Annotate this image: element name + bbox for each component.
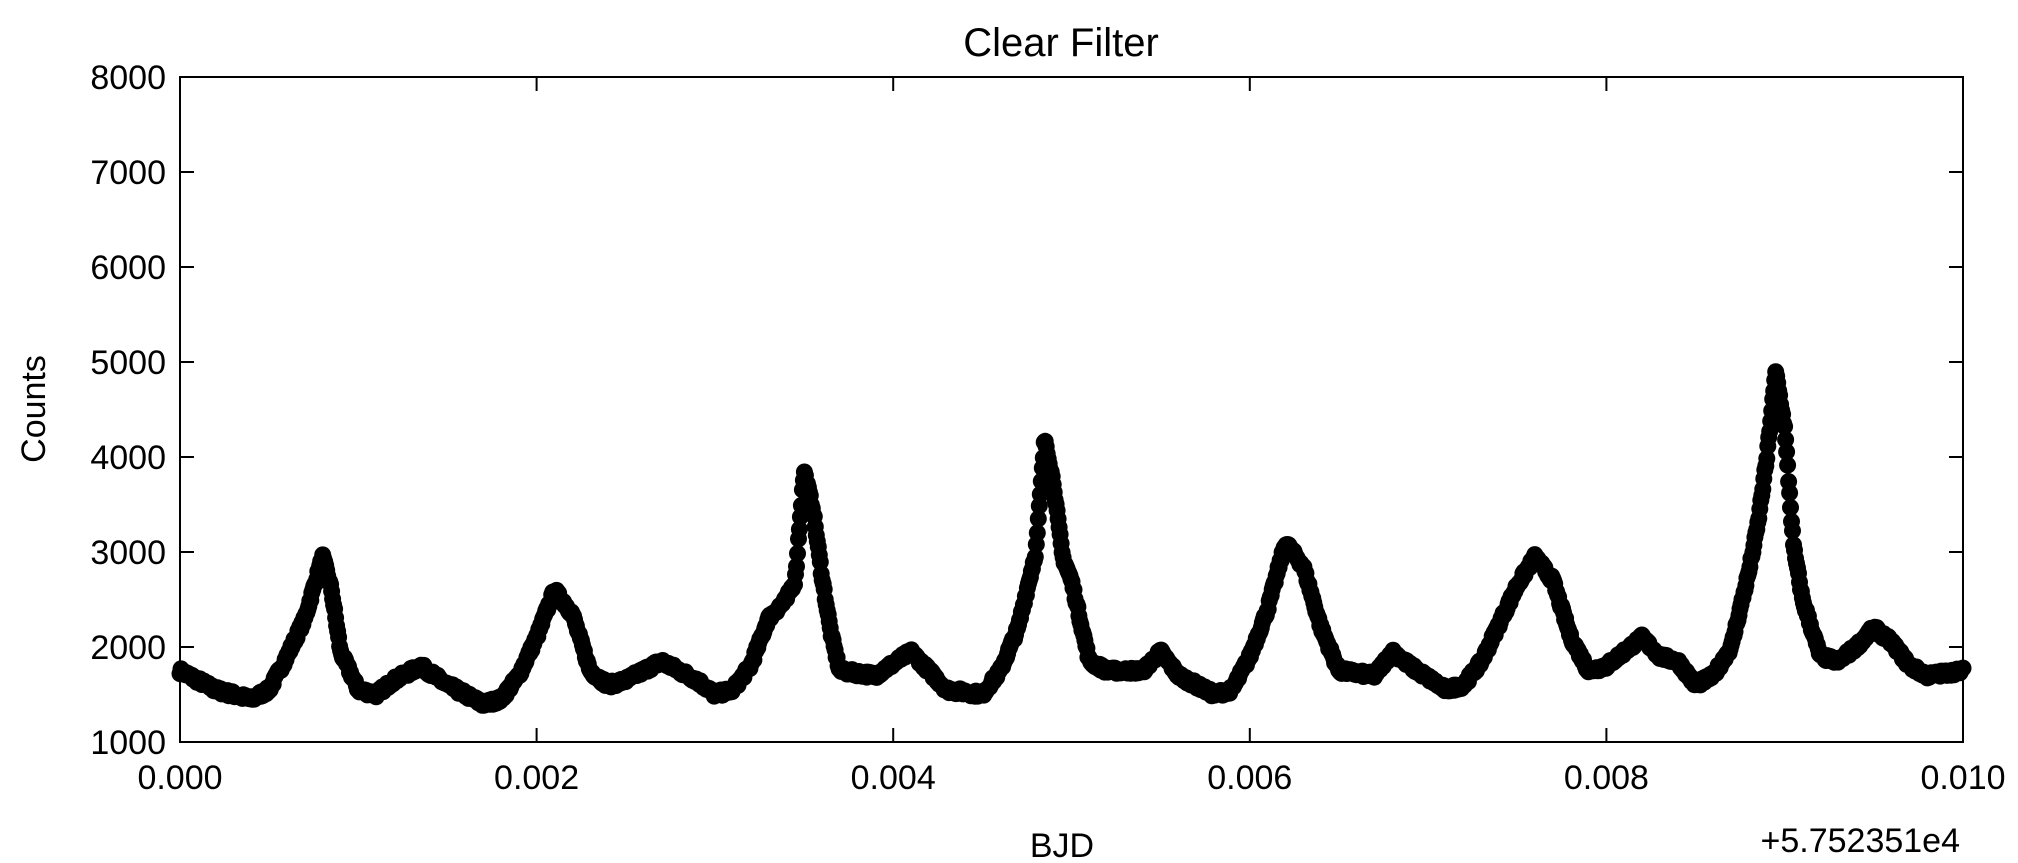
x-tick-label: 0.006 — [1207, 759, 1292, 797]
data-point — [1028, 524, 1046, 542]
data-point — [1784, 522, 1801, 540]
x-tick-label: 0.008 — [1564, 759, 1649, 797]
y-tick-label: 1000 — [90, 724, 166, 762]
chart-title: Clear Filter — [963, 21, 1159, 65]
y-tick-label: 6000 — [90, 249, 166, 287]
data-point — [1778, 443, 1796, 461]
data-point — [1776, 418, 1794, 435]
data-point — [1779, 456, 1797, 474]
plot-frame — [179, 76, 1964, 743]
y-axis: 1000 2000 3000 4000 5000 6000 7000 8000 — [90, 59, 1963, 762]
data-point — [1782, 499, 1799, 516]
data-point — [1029, 510, 1047, 528]
data-point — [1758, 450, 1776, 467]
data-point — [1781, 484, 1799, 502]
x-axis-label: BJD — [1030, 827, 1094, 863]
y-tick-label: 2000 — [90, 629, 166, 667]
x-axis-offset-label: +5.752351e4 — [1761, 822, 1960, 860]
y-tick-label: 4000 — [90, 439, 166, 477]
data-point — [788, 557, 805, 575]
y-tick-label: 7000 — [90, 154, 166, 192]
x-axis: 0.000 0.002 0.004 0.006 0.008 0.010 — [137, 77, 2006, 797]
data-point — [789, 545, 806, 562]
x-tick-label: 0.000 — [137, 759, 222, 797]
y-tick-label: 8000 — [90, 59, 166, 97]
y-axis-label: Counts — [15, 355, 53, 463]
y-tick-label: 5000 — [90, 344, 166, 382]
x-tick-label: 0.010 — [1920, 759, 2005, 797]
x-tick-label: 0.002 — [494, 759, 579, 797]
data-point — [1777, 431, 1795, 449]
data-points — [171, 363, 1972, 714]
x-tick-label: 0.004 — [851, 759, 936, 797]
data-point — [1026, 548, 1044, 566]
data-point — [790, 520, 808, 538]
data-point — [1954, 659, 1972, 677]
data-point — [1031, 485, 1049, 503]
y-tick-label: 3000 — [90, 534, 166, 572]
